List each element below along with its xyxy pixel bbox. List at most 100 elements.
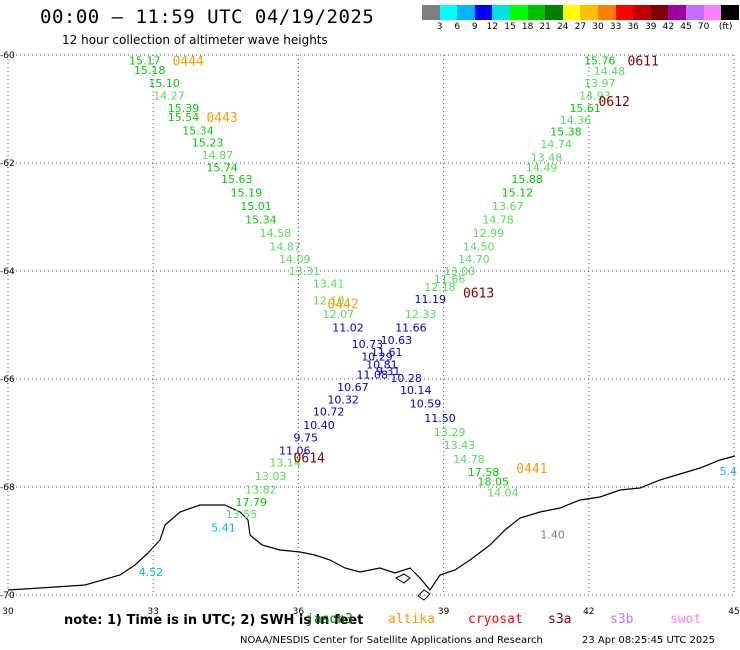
- color-swatch: [474, 5, 493, 20]
- wave-height-value: 17.58: [468, 466, 500, 479]
- antarctic-coastline: [7, 455, 736, 592]
- satellite-name: s3a: [548, 612, 572, 627]
- color-swatch: [439, 5, 458, 20]
- wave-height-value: 12.33: [405, 308, 437, 321]
- satellite-name: swot: [670, 612, 702, 627]
- wave-height-value: 11.19: [415, 293, 447, 306]
- color-swatch: [562, 5, 581, 20]
- wave-height-value: 1.40: [540, 529, 565, 542]
- wave-height-value: 17.79: [235, 496, 266, 509]
- satellite-tracks: 15.1715.1815.1014.2715.3915.5415.3415.23…: [129, 54, 737, 578]
- wave-height-value: 13.00: [444, 265, 476, 278]
- pass-id-label: 0612: [598, 95, 629, 110]
- wave-height-value: 11.08: [356, 369, 388, 382]
- color-scale-label: 15: [504, 22, 516, 32]
- wave-height-value: 13.31: [289, 265, 321, 278]
- color-swatch: [615, 5, 634, 20]
- wave-height-value: 15.18: [134, 64, 166, 77]
- wave-height-value: 10.67: [337, 381, 369, 394]
- wave-height-value: 18.05: [477, 476, 509, 489]
- satellite-name: s3b: [610, 612, 634, 627]
- wave-height-value: 14.09: [279, 253, 311, 266]
- color-scale-label: 27: [574, 22, 587, 32]
- wave-height-value: 15.19: [231, 187, 263, 200]
- pass-id-label: 0614: [294, 451, 325, 466]
- lat-lon-grid: 30 33 36 39 42 45 -60 -62 -64 -66 -68 -70: [0, 51, 740, 617]
- lon-tick-label: 30: [2, 607, 14, 617]
- wave-height-value: 10.81: [366, 358, 398, 371]
- color-scale-label: 21: [539, 22, 551, 32]
- wave-height-value: 13.48: [531, 152, 563, 165]
- wave-height-value: 4.52: [139, 566, 164, 579]
- wave-height-value: 11.50: [424, 412, 456, 425]
- wave-height-value: 10.73: [352, 338, 384, 351]
- wave-height-value: 15.23: [192, 136, 224, 149]
- wave-height-value: 14.49: [526, 161, 558, 174]
- wave-height-value: 13.67: [492, 200, 524, 213]
- color-scale-label: 12: [486, 22, 499, 32]
- wave-height-value: 15.10: [148, 77, 180, 90]
- wave-height-value: 13.14: [269, 457, 301, 470]
- wave-height-value: 15.38: [550, 126, 582, 139]
- credit-text: NOAA/NESDIS Center for Satellite Applica…: [240, 635, 543, 646]
- color-scale-label: 42: [662, 22, 675, 32]
- color-swatch: [703, 5, 722, 20]
- wave-height-value: 12.10: [313, 295, 345, 308]
- color-scale-label: 30: [592, 22, 604, 32]
- satellite-name: altika: [388, 612, 435, 627]
- wave-height-value: 10.29: [361, 350, 393, 363]
- color-scale-label: 36: [627, 22, 639, 32]
- wave-height-value: 14.04: [487, 486, 519, 499]
- wave-height-value: 15.39: [168, 102, 200, 115]
- color-swatch: [633, 5, 651, 20]
- color-swatch: [492, 5, 510, 20]
- wave-height-value: 15.54: [168, 111, 200, 124]
- wave-height-value: 14.74: [540, 138, 572, 151]
- lon-tick-label: 33: [147, 607, 158, 617]
- wave-height-value: 15.34: [245, 214, 277, 227]
- wave-height-value: 14.78: [453, 453, 485, 466]
- wave-height-value: 11.66: [395, 322, 427, 335]
- wave-height-value: 11.61: [371, 346, 403, 359]
- color-swatch: [685, 5, 704, 20]
- color-scale-label: 6: [454, 22, 461, 32]
- wave-height-value: 15.61: [569, 102, 601, 115]
- pass-id-label: 0441: [516, 462, 547, 477]
- lat-tick-label: -70: [0, 591, 15, 601]
- wave-height-value: 15.34: [182, 125, 214, 138]
- pass-id-label: 0611: [628, 54, 659, 69]
- lon-tick-label: 45: [728, 607, 739, 617]
- wave-height-value: 14.36: [560, 114, 592, 127]
- wave-height-value: 13.97: [584, 77, 616, 90]
- color-swatch: [580, 5, 598, 20]
- wave-height-value: 14.27: [153, 90, 185, 103]
- lat-tick-label: -64: [0, 267, 15, 277]
- timestamp: 23 Apr 08:25:45 UTC 2025: [582, 635, 715, 646]
- wave-height-value: 15.17: [129, 54, 161, 67]
- wave-height-value: 12.07: [323, 308, 355, 321]
- color-scale-label: 70: [697, 22, 710, 32]
- color-swatch: [457, 5, 475, 20]
- wave-height-value: 9.75: [294, 431, 319, 444]
- pass-id-label: 0443: [206, 111, 237, 126]
- wave-height-value: 13.29: [434, 426, 466, 439]
- pass-id-label: 0444: [173, 54, 204, 69]
- color-swatch: [509, 5, 528, 20]
- color-scale-bar: [422, 5, 739, 20]
- color-swatch: [422, 5, 440, 20]
- coastline-island: [417, 589, 431, 601]
- wave-height-value: 14.58: [260, 227, 292, 240]
- wave-height-value: 15.74: [206, 161, 238, 174]
- wave-height-value: 10.40: [303, 419, 335, 432]
- coastline-island: [394, 573, 411, 584]
- color-swatch: [721, 5, 739, 20]
- wave-height-value: 14.93: [579, 90, 611, 103]
- color-swatch: [668, 5, 686, 20]
- color-scale-label: 33: [609, 22, 622, 32]
- wave-height-value: 13.55: [226, 508, 257, 521]
- lon-tick-label: 42: [583, 607, 594, 617]
- wave-height-value: 12.99: [473, 227, 505, 240]
- color-scale-label: 3: [436, 22, 443, 32]
- footer-note: note: 1) Time is in UTC; 2) SWH is in fe…: [64, 613, 364, 628]
